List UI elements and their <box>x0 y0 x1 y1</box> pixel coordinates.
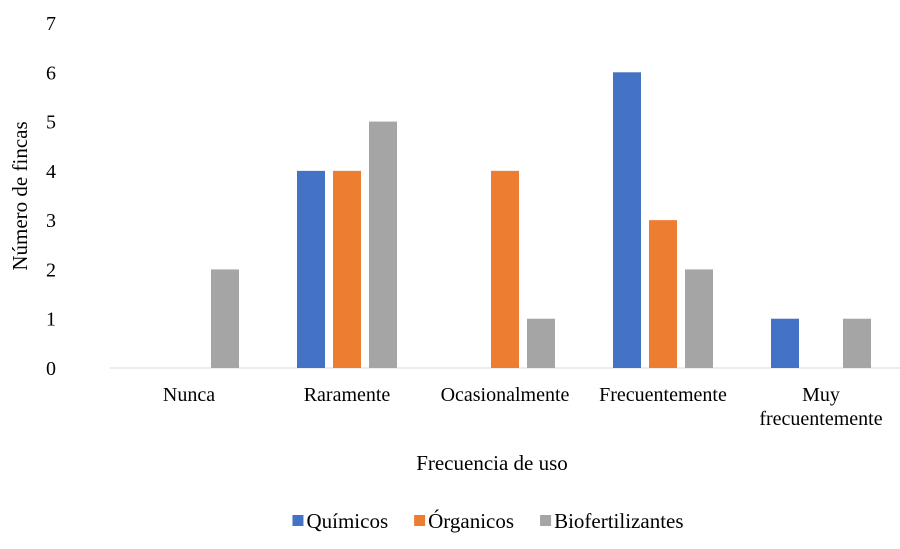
legend-item: Químicos <box>292 509 388 533</box>
y-tick-label: 1 <box>46 309 56 331</box>
bar-1-1 <box>333 170 361 368</box>
y-tick-label: 3 <box>46 210 56 232</box>
x-tick-label: Ocasionalmente <box>441 384 570 406</box>
bar-2-4 <box>843 318 871 368</box>
legend-item: Órganicos <box>414 509 514 533</box>
bar-0-3 <box>613 72 641 369</box>
bar-2-3 <box>685 269 713 368</box>
legend-swatch <box>292 515 304 526</box>
legend-label: Órganicos <box>428 509 514 533</box>
x-axis-title: Frecuencia de uso <box>416 451 568 475</box>
y-tick-label: 7 <box>46 13 56 35</box>
legend-swatch <box>414 515 426 526</box>
legend-label: Químicos <box>306 509 388 533</box>
y-tick-label: 6 <box>46 62 56 84</box>
y-tick-label: 5 <box>46 112 56 134</box>
bars-group <box>211 72 871 369</box>
bar-2-2 <box>527 318 555 368</box>
legend-item: Biofertilizantes <box>540 509 684 533</box>
y-tick-label: 2 <box>46 259 56 281</box>
bar-1-3 <box>649 220 677 368</box>
x-tick-label: Raramente <box>304 384 391 406</box>
x-tick-label: Muy frecuentemente <box>759 384 882 430</box>
x-axis-ticks: Nunca Raramente Ocasionalmente Frecuentemen… <box>163 384 883 430</box>
y-axis-ticks: 0 1 2 3 4 5 6 7 <box>46 13 56 380</box>
y-tick-label: 0 <box>46 358 56 380</box>
bar-0-1 <box>297 170 325 368</box>
legend-swatch <box>540 515 552 526</box>
legend: Químicos Órganicos Biofertilizantes <box>292 509 684 533</box>
bar-2-0 <box>211 269 239 368</box>
x-tick-label: Frecuentemente <box>599 384 727 406</box>
y-tick-label: 4 <box>46 161 56 183</box>
legend-label: Biofertilizantes <box>554 509 683 533</box>
bar-0-4 <box>771 318 799 368</box>
x-tick-label: Nunca <box>163 384 215 406</box>
bar-2-1 <box>369 121 397 368</box>
y-axis-title: Número de fincas <box>8 121 32 270</box>
bar-1-2 <box>491 170 519 368</box>
